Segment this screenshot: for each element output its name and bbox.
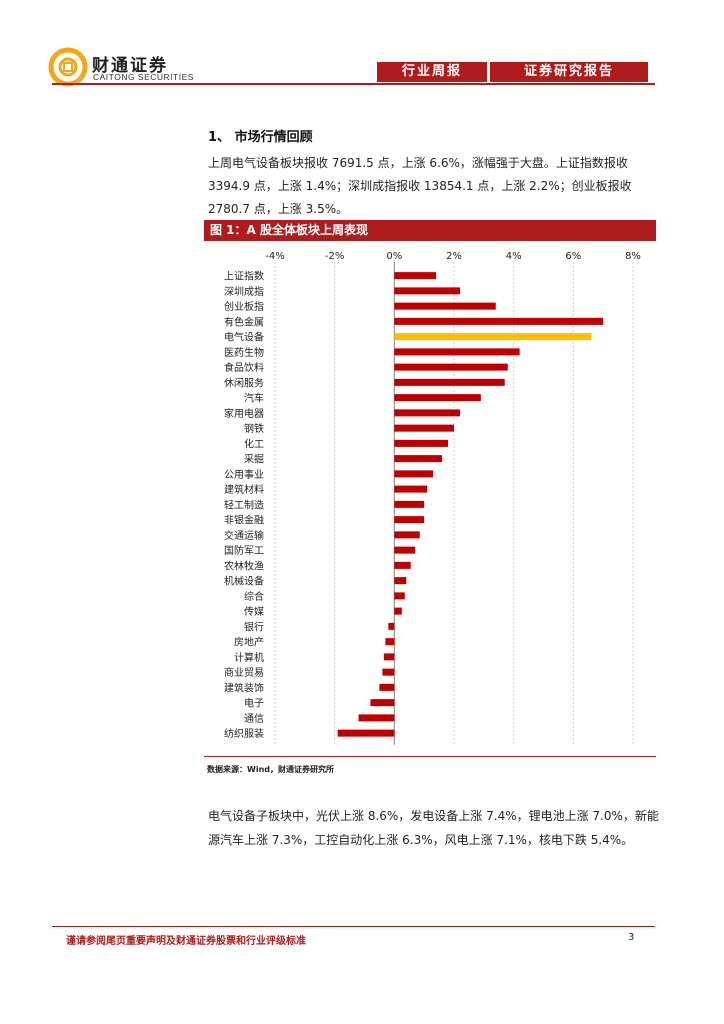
bar-12 (394, 455, 443, 463)
category-label: 钢铁 (244, 422, 264, 435)
caitong-logo-icon (48, 47, 88, 87)
bar-19 (394, 561, 411, 569)
bar-chart-svg: -4% -2% 0% 2% 4% 6% 8% 上证指数深圳成指创业板指有色金属电气设备医药生物… (224, 251, 641, 745)
bar-2 (394, 302, 496, 310)
bar-18 (394, 546, 416, 554)
bar-3 (394, 317, 604, 325)
category-label: 机械设备 (224, 575, 264, 588)
bar-24 (385, 638, 395, 646)
figure-source: 数据来源：Wind，财通证券研究所 (207, 765, 334, 774)
footer-divider (52, 926, 655, 927)
figure-bottom-rule (204, 756, 656, 757)
bar-0 (394, 272, 437, 280)
bar-23 (388, 622, 395, 630)
bar-6 (394, 363, 508, 371)
x-tick-label: -4% (265, 251, 284, 262)
bar-26 (382, 668, 395, 676)
figure-title: 图 1：A 股全体板块上周表现 (204, 220, 656, 241)
brand-name-cn: 财通证券 (92, 56, 168, 76)
bar-30 (337, 729, 395, 737)
x-tick-label: -2% (325, 251, 344, 262)
bar-21 (394, 592, 405, 600)
bar-29 (358, 714, 395, 722)
x-tick-label: 6% (565, 251, 581, 262)
category-label: 电气设备 (224, 331, 264, 344)
category-label: 农林牧渔 (224, 559, 264, 572)
brand-name-en: CAITONG SECURITIES (93, 72, 194, 82)
category-label: 家用电器 (224, 407, 264, 420)
category-label: 交通运输 (224, 529, 264, 542)
category-label: 化工 (244, 437, 264, 450)
bar-15 (394, 500, 425, 508)
category-label: 计算机 (234, 651, 264, 664)
brand-logo: 财通证券 CAITONG SECURITIES (48, 47, 198, 87)
bar-22 (394, 607, 402, 615)
category-label: 创业板指 (224, 300, 264, 313)
category-label: 上证指数 (224, 270, 264, 283)
bar-17 (394, 531, 420, 539)
bar-7 (394, 378, 505, 386)
category-label: 建筑装饰 (224, 681, 264, 694)
bar-10 (394, 424, 454, 432)
category-label: 纺织服装 (224, 727, 264, 740)
category-label: 建筑材料 (224, 483, 264, 496)
x-tick-label: 0% (386, 251, 402, 262)
bar-13 (394, 470, 434, 478)
category-label: 银行 (244, 620, 264, 633)
x-tick-label: 8% (625, 251, 641, 262)
page-number: 3 (628, 932, 635, 943)
x-tick-label: 2% (446, 251, 462, 262)
category-label: 医药生物 (224, 346, 264, 359)
bar-16 (394, 516, 425, 524)
section-title: 1、 市场行情回顾 (208, 130, 313, 145)
category-label: 综合 (244, 590, 264, 603)
bar-5 (394, 348, 520, 356)
sector-performance-chart: -4% -2% 0% 2% 4% 6% 8% 上证指数深圳成指创业板指有色金属电气设备医药生物… (204, 244, 656, 754)
bar-20 (394, 577, 407, 585)
category-label: 通信 (244, 713, 264, 725)
bar-9 (394, 409, 460, 417)
category-label: 采掘 (244, 453, 264, 466)
x-tick-label: 4% (506, 251, 522, 262)
bar-27 (379, 683, 395, 691)
report-category-tab: 证券研究报告 (490, 62, 648, 82)
bar-11 (394, 439, 449, 447)
category-label: 休闲服务 (224, 376, 264, 389)
category-label: 公用事业 (224, 468, 264, 481)
bar-28 (370, 699, 395, 707)
category-label: 国防军工 (224, 544, 264, 557)
bar-14 (394, 485, 428, 493)
market-review-paragraph: 上周电气设备板块报收 7691.5 点，上涨 6.6%，涨幅强于大盘。上证指数报… (208, 156, 632, 216)
header-divider (52, 83, 655, 85)
bar-8 (394, 394, 481, 402)
subsector-paragraph: 电气设备子板块中，光伏上涨 8.6%，发电设备上涨 7.4%，锂电池上涨 7.0… (208, 809, 659, 847)
bar-25 (383, 653, 395, 661)
category-label: 房地产 (234, 636, 264, 649)
category-label: 电子 (244, 697, 264, 710)
category-label: 食品饮料 (224, 361, 264, 374)
category-label: 轻工制造 (224, 498, 264, 511)
category-label: 商业贸易 (224, 666, 264, 679)
category-label: 汽车 (244, 392, 264, 405)
disclaimer-note: 谨请参阅尾页重要声明及财通证券股票和行业评级标准 (66, 936, 306, 947)
bar-1 (394, 287, 460, 295)
category-label: 深圳成指 (224, 285, 264, 298)
bar-4 (394, 333, 592, 341)
category-label: 传媒 (244, 606, 264, 618)
category-label: 有色金属 (224, 315, 264, 328)
category-label: 非银金融 (224, 514, 264, 527)
report-type-tab: 行业周报 (377, 62, 487, 82)
